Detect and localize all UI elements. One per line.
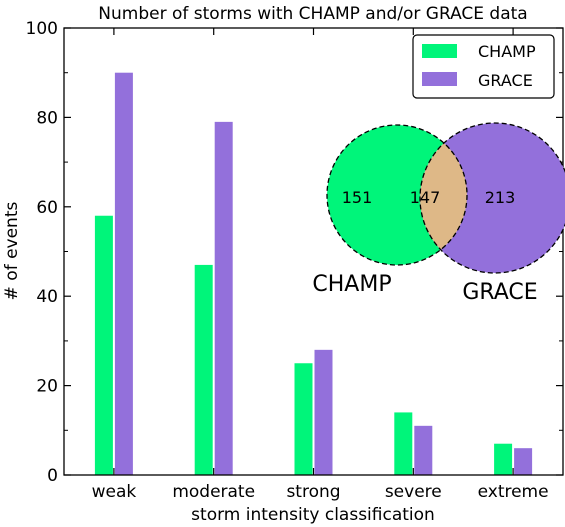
x-tick-label-extreme: extreme	[478, 482, 549, 502]
legend-swatch-champ	[422, 44, 457, 58]
bar-champ-weak	[94, 215, 113, 476]
venn-count-grace-only: 213	[485, 188, 516, 207]
x-tick-label-moderate: moderate	[172, 482, 255, 502]
bar-champ-strong	[294, 363, 313, 475]
venn-label-grace: GRACE	[462, 280, 537, 305]
legend-label-champ: CHAMP	[478, 42, 536, 61]
x-tick-label-strong: strong	[286, 482, 340, 502]
legend-swatch-grace	[422, 72, 457, 86]
bar-grace-severe	[414, 425, 433, 475]
x-axis-label: storm intensity classification	[191, 505, 435, 525]
venn-count-champ-only: 151	[342, 188, 373, 207]
y-axis-ticks: 0 20 40 60 80 100	[26, 19, 563, 486]
bar-grace-moderate	[214, 121, 233, 476]
bar-grace-weak	[114, 72, 133, 475]
y-tick-label: 0	[47, 466, 58, 486]
x-tick-label-severe: severe	[385, 482, 442, 502]
bars-layer	[94, 72, 533, 476]
legend-label-grace: GRACE	[478, 71, 533, 90]
venn-outline-champ	[326, 124, 468, 266]
y-tick-label: 80	[36, 108, 58, 128]
y-tick-label: 60	[36, 198, 58, 218]
venn-count-both: 147	[410, 188, 441, 207]
chart-title: Number of storms with CHAMP and/or GRACE…	[98, 4, 527, 24]
venn-outline-grace	[419, 122, 565, 274]
y-tick-label: 20	[36, 377, 58, 397]
y-tick-label: 100	[26, 19, 58, 39]
bar-grace-extreme	[514, 448, 533, 475]
bar-grace-strong	[314, 349, 333, 475]
y-axis-label: # of events	[2, 202, 22, 301]
plot-frame	[63, 27, 564, 476]
x-tick-label-weak: weak	[92, 482, 137, 502]
y-tick-label: 40	[36, 287, 58, 307]
venn-label-champ: CHAMP	[312, 272, 391, 297]
legend: CHAMP GRACE	[412, 34, 555, 99]
bar-champ-extreme	[494, 443, 513, 475]
venn-diagram: 151 147 213 CHAMP GRACE	[312, 122, 565, 305]
bar-champ-severe	[394, 412, 413, 475]
bar-champ-moderate	[194, 264, 213, 475]
x-axis-ticks: weak moderate strong severe extreme	[92, 28, 549, 502]
